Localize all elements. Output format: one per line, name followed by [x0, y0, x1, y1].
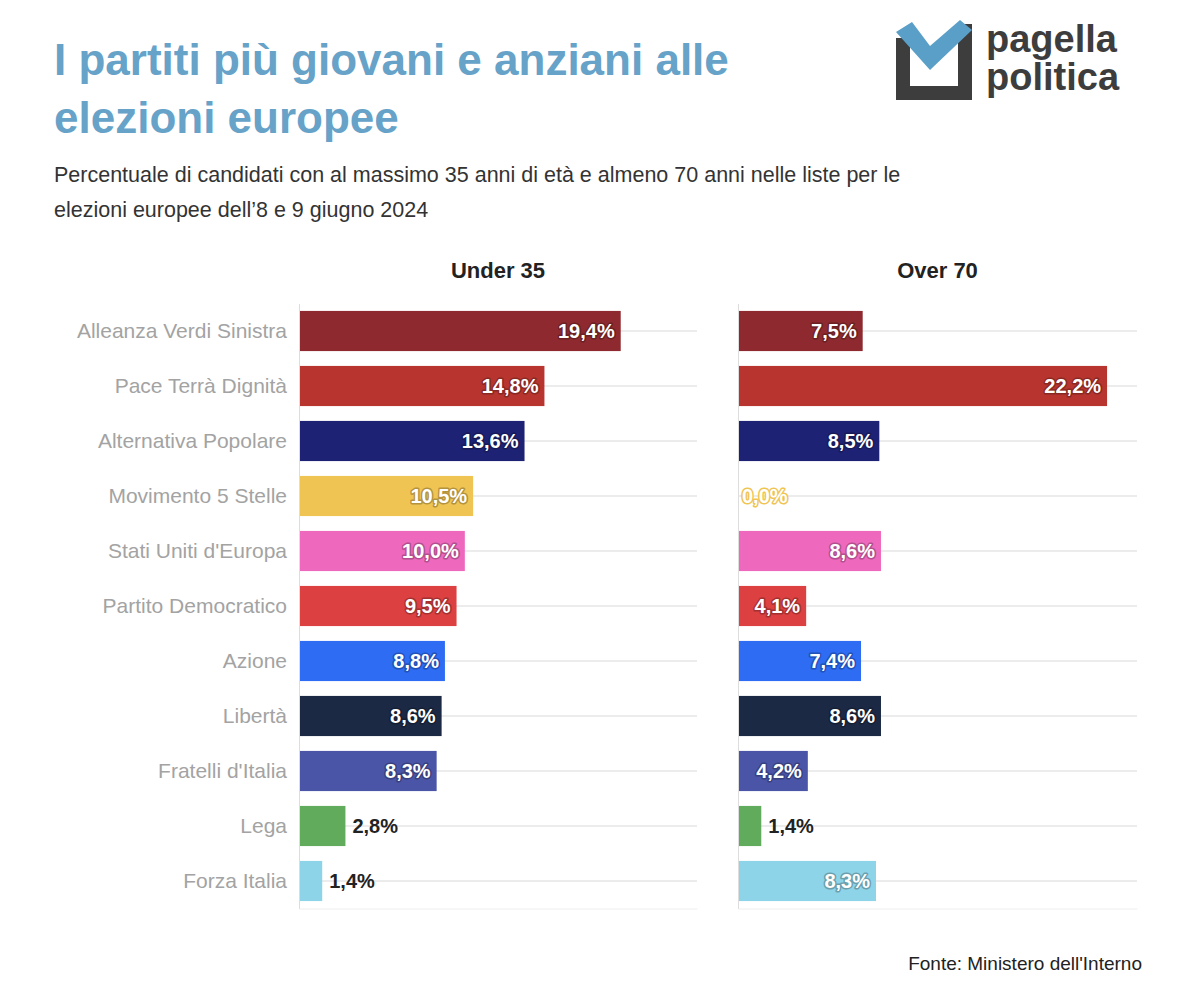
- axis-line: [738, 304, 739, 909]
- tick-label: Alternativa Popolare: [98, 429, 287, 452]
- subtitle: elezioni europee dell’8 e 9 giugno 2024: [54, 198, 428, 222]
- logo-text: politica: [986, 56, 1120, 98]
- data-label: 10,5%: [410, 485, 467, 507]
- tick-label: Partito Democratico: [103, 594, 287, 617]
- bar: [299, 366, 544, 406]
- data-label: 2,8%: [352, 815, 398, 837]
- bar: [738, 641, 861, 681]
- tick-label: Pace Terrà Dignità: [115, 374, 288, 397]
- data-label: 9,5%: [405, 595, 451, 617]
- data-label: 1,4%: [329, 870, 375, 892]
- data-label: 14,8%: [482, 375, 539, 397]
- panel-title: Under 35: [451, 258, 545, 283]
- title: elezioni europee: [54, 93, 399, 142]
- tick: Movimento 5 Stelle: [108, 484, 287, 507]
- tick: Lega: [240, 814, 287, 837]
- tick-label: Azione: [223, 649, 287, 672]
- data-label: 7,5%: [811, 320, 857, 342]
- tick: Libertà: [223, 704, 288, 727]
- tick-label: Lega: [240, 814, 287, 837]
- bar: [738, 531, 881, 571]
- bar: [299, 861, 322, 901]
- y-axis: Alleanza Verdi Sinistra Pace Terrà Dignit…: [77, 304, 300, 909]
- bar: [299, 311, 621, 351]
- bar: [738, 311, 863, 351]
- subtitle: Percentuale di candidati con al massimo …: [54, 163, 900, 187]
- bar: [299, 586, 457, 626]
- tick: Alternativa Popolare: [98, 429, 287, 452]
- data-label: 19,4%: [558, 320, 615, 342]
- bar: [299, 476, 473, 516]
- tick: Alleanza Verdi Sinistra: [77, 319, 287, 342]
- bar: [299, 641, 445, 681]
- tick: Forza Italia: [183, 869, 287, 892]
- tick-label: Movimento 5 Stelle: [108, 484, 287, 507]
- panel: Under 35 Alleanza Verdi Sinistra Pace Terr…: [77, 258, 698, 909]
- data-label: 8,6%: [390, 705, 436, 727]
- bar: [299, 696, 442, 736]
- tick: Stati Uniti d'Europa: [108, 539, 287, 562]
- tick: Fratelli d'Italia: [158, 759, 287, 782]
- panel: Over 70 7,5% 22,2% 8,5% 0,0% 8,6% 4,1% 7,4% 8,6%…: [738, 258, 1138, 909]
- panel-title: Over 70: [897, 258, 978, 283]
- logo-check: [896, 20, 972, 70]
- axis-line: [739, 909, 1138, 910]
- logo-text: pagella: [986, 18, 1118, 60]
- data-labels: 19,4% 14,8% 13,6% 10,5% 10,0% 9,5% 8,8% 8,6% 8,3…: [329, 320, 615, 892]
- bar: [738, 806, 761, 846]
- bar: [299, 751, 437, 791]
- bar: [299, 421, 525, 461]
- x-axis: [300, 909, 698, 910]
- chart-root: I partiti più giovani e anziani alle elez…: [0, 0, 1200, 1007]
- data-label: 4,2%: [756, 760, 802, 782]
- bar: [299, 806, 345, 846]
- logo: pagellapolitica: [896, 18, 1120, 100]
- tick-label: Fratelli d'Italia: [158, 759, 287, 782]
- grid: [299, 331, 697, 881]
- data-label: 8,3%: [385, 760, 431, 782]
- bar: [738, 696, 881, 736]
- tick-label: Stati Uniti d'Europa: [108, 539, 287, 562]
- data-label: 22,2%: [1044, 375, 1101, 397]
- title: I partiti più giovani e anziani alle: [54, 35, 729, 84]
- data-labels: 7,5% 22,2% 8,5% 0,0% 8,6% 4,1% 7,4% 8,6% 4,2% 1,4…: [742, 320, 1101, 892]
- data-label: 8,6%: [829, 705, 875, 727]
- data-label: 8,3%: [824, 870, 870, 892]
- bar: [299, 531, 465, 571]
- grid: [738, 331, 1137, 881]
- x-axis: [739, 909, 1138, 910]
- data-label: 10,0%: [402, 540, 459, 562]
- tick-label: Alleanza Verdi Sinistra: [77, 319, 287, 342]
- axis-line: [299, 304, 300, 909]
- tick: Azione: [223, 649, 287, 672]
- bar: [738, 421, 879, 461]
- y-axis: [738, 304, 739, 909]
- data-label: 13,6%: [462, 430, 519, 452]
- data-label: 8,5%: [828, 430, 874, 452]
- bars: [738, 311, 1107, 901]
- bars: [299, 311, 621, 901]
- grid-line: [738, 495, 1137, 497]
- tick: Pace Terrà Dignità: [115, 374, 288, 397]
- data-label: 8,6%: [829, 540, 875, 562]
- data-label: 4,1%: [755, 595, 801, 617]
- bar: [738, 751, 808, 791]
- tick-label: Libertà: [223, 704, 288, 727]
- data-label: 8,8%: [393, 650, 439, 672]
- axis-line: [300, 909, 698, 910]
- bar: [738, 861, 876, 901]
- data-label: 7,4%: [809, 650, 855, 672]
- data-label: 1,4%: [768, 815, 814, 837]
- bar: [738, 366, 1107, 406]
- tick-label: Forza Italia: [183, 869, 287, 892]
- data-label: 0,0%: [742, 485, 788, 507]
- tick: Partito Democratico: [103, 594, 287, 617]
- bar: [738, 586, 806, 626]
- source: Fonte: Ministero dell'Interno: [908, 953, 1142, 974]
